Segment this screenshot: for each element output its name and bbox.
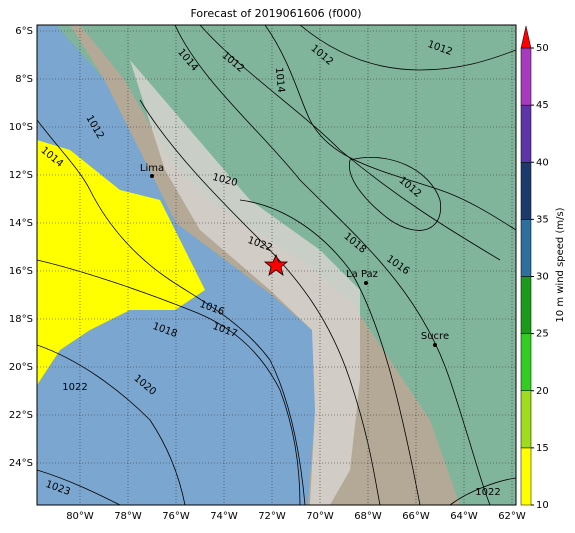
axis-labels: 6°S 8°S 10°S 12°S 14°S 16°S 18°S 20°S 22°S 24°S 80… bbox=[9, 26, 526, 522]
colorbar-tick-label: 10 bbox=[536, 500, 549, 511]
location-star bbox=[263, 253, 289, 276]
city-label: La Paz bbox=[346, 269, 378, 280]
city-dot bbox=[364, 281, 368, 285]
lat-label: 24°S bbox=[9, 458, 33, 469]
lon-label: 66°W bbox=[402, 511, 430, 522]
altiplano bbox=[130, 60, 360, 505]
colorbar-segment bbox=[520, 162, 532, 220]
contour-label: 1022 bbox=[475, 487, 500, 498]
city-label: Sucre bbox=[421, 331, 449, 342]
title: Forecast of 2019061606 (f000) bbox=[190, 7, 361, 20]
colorbar-segment bbox=[520, 47, 532, 106]
map-frame bbox=[36, 24, 517, 506]
colorbar-segment bbox=[520, 276, 532, 334]
city-label: Lima bbox=[140, 163, 164, 174]
city-dot bbox=[150, 174, 154, 178]
isobars bbox=[37, 25, 516, 505]
colorbar-segment bbox=[520, 390, 532, 449]
lon-label: 72°W bbox=[258, 511, 286, 522]
colorbar-segment bbox=[520, 333, 532, 391]
lon-label: 70°W bbox=[306, 511, 334, 522]
lat-label: 20°S bbox=[9, 362, 33, 373]
colorbar-segment bbox=[520, 447, 532, 506]
colorbar-segment bbox=[520, 104, 532, 163]
colorbar-tick-label: 20 bbox=[536, 386, 549, 397]
map-area: Lima La Paz Sucre 1014 1012 1014 1012 10… bbox=[37, 25, 516, 505]
colorbar-tick-label: 50 bbox=[536, 43, 549, 54]
lon-label: 64°W bbox=[450, 511, 478, 522]
lat-label: 16°S bbox=[9, 266, 33, 277]
lon-label: 62°W bbox=[498, 511, 526, 522]
city-dot bbox=[433, 343, 437, 347]
lat-label: 12°S bbox=[9, 170, 33, 181]
contour-label: 1022 bbox=[62, 382, 87, 393]
colorbar-tick-label: 25 bbox=[536, 329, 549, 340]
lat-label: 22°S bbox=[9, 410, 33, 421]
colorbar-tick-label: 15 bbox=[536, 443, 549, 454]
lon-label: 68°W bbox=[354, 511, 382, 522]
lat-label: 14°S bbox=[9, 218, 33, 229]
colorbar: 10 15 20 25 30 35 40 45 50 bbox=[520, 25, 549, 511]
contour-label: 1014 bbox=[273, 67, 286, 93]
lon-label: 78°W bbox=[114, 511, 142, 522]
lon-label: 74°W bbox=[210, 511, 238, 522]
colorbar-label: 10 m wind speed (m/s) bbox=[555, 207, 566, 322]
lon-label: 80°W bbox=[66, 511, 94, 522]
lat-label: 18°S bbox=[9, 314, 33, 325]
lat-label: 10°S bbox=[9, 122, 33, 133]
lon-label: 76°W bbox=[162, 511, 190, 522]
lat-label: 8°S bbox=[15, 74, 33, 85]
colorbar-tick-label: 40 bbox=[536, 157, 549, 168]
colorbar-tick-label: 35 bbox=[536, 214, 549, 225]
colorbar-extend bbox=[520, 25, 532, 49]
colorbar-segment bbox=[520, 219, 532, 277]
wind-area bbox=[37, 140, 205, 385]
lat-label: 6°S bbox=[15, 26, 33, 37]
colorbar-tick-label: 30 bbox=[536, 272, 549, 283]
colorbar-tick-label: 45 bbox=[536, 100, 549, 111]
